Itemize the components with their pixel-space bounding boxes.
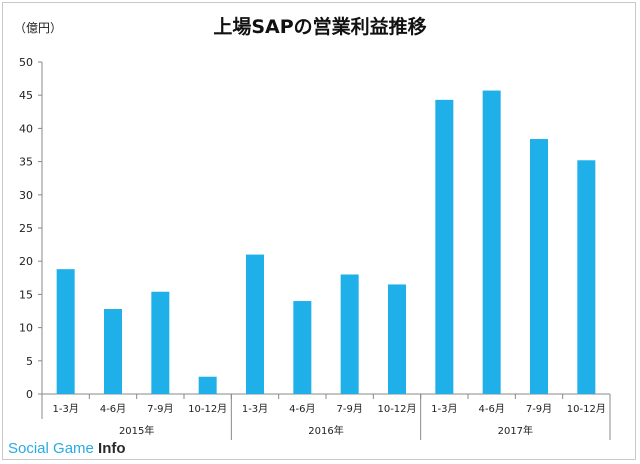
bar [482,90,501,394]
y-tick-label: 40 [19,122,33,135]
y-tick-label: 5 [26,355,33,368]
chart-frame [2,2,636,460]
bar [56,269,75,394]
bar [530,139,548,394]
x-group-label: 2015年 [119,424,154,437]
x-category-label: 10-12月 [188,403,227,415]
watermark-text-strong: Info [98,440,126,457]
bar [104,309,122,394]
x-category-label: 10-12月 [567,403,606,415]
y-tick-label: 30 [19,189,33,202]
x-category-label: 4-6月 [100,403,126,415]
watermark-text: Social Game [8,440,99,457]
y-tick-label: 15 [19,288,33,301]
x-category-label: 7-9月 [336,403,362,415]
x-group-label: 2017年 [498,424,533,437]
x-category-label: 7-9月 [147,403,173,415]
y-tick-label: 0 [26,388,33,401]
y-tick-label: 35 [19,156,33,169]
chart-title: 上場SAPの営業利益推移 [213,16,427,38]
bar [340,274,359,394]
bar [577,160,596,394]
x-group-label: 2016年 [308,424,343,437]
bar [293,301,312,394]
bar [388,284,406,394]
y-tick-label: 25 [19,222,33,235]
y-axis-unit-label: （億円） [14,21,63,35]
bar [151,291,170,394]
x-category-label: 4-6月 [478,403,504,415]
x-category-label: 1-3月 [431,403,457,415]
y-tick-label: 10 [19,322,33,335]
x-category-label: 1-3月 [52,403,78,415]
site-watermark: Social Game Info [8,440,126,457]
x-category-label: 4-6月 [289,403,315,415]
y-tick-label: 50 [19,56,33,69]
bar [246,254,264,394]
bar [435,99,454,395]
x-category-label: 10-12月 [377,403,416,415]
x-category-label: 1-3月 [242,403,268,415]
y-tick-label: 20 [19,255,33,268]
x-category-label: 7-9月 [526,403,552,415]
bar [198,376,217,394]
y-tick-label: 45 [19,89,33,102]
